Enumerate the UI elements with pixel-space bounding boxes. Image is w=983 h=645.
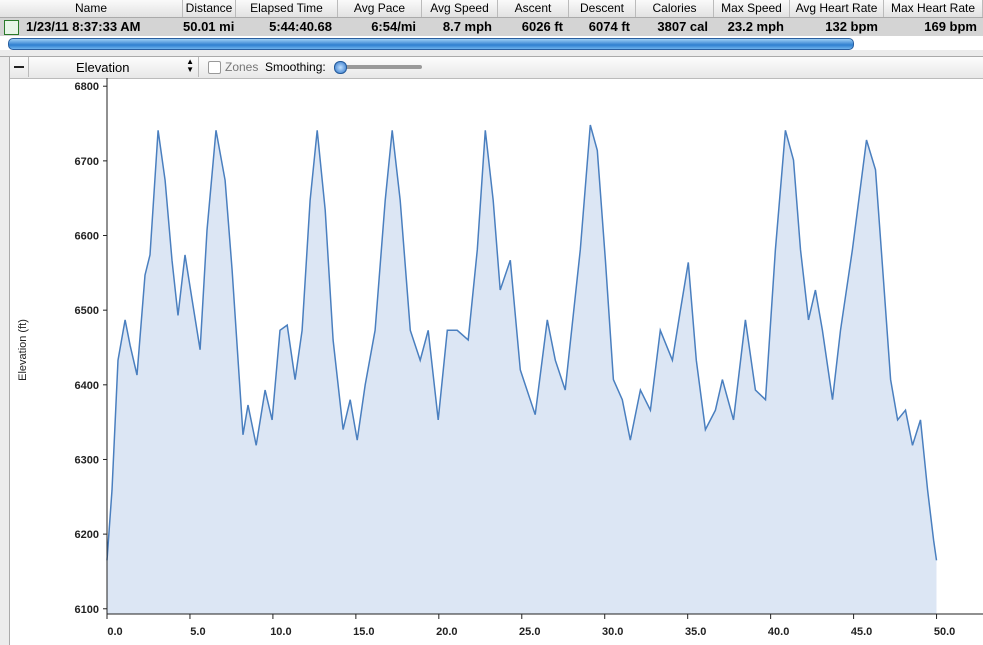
- column-header[interactable]: Name: [0, 0, 183, 17]
- table-cell: 6026 ft: [521, 19, 563, 34]
- workout-table: Name Distance Elapsed Time Avg Pace Avg Spee…: [0, 0, 983, 36]
- column-header[interactable]: Max Heart Rate: [884, 0, 983, 17]
- x-tick-label: 20.0: [436, 626, 457, 638]
- dropdown-arrows: ▲ ▼: [186, 57, 194, 74]
- table-cell: 1/23/11 8:37:33 AM: [26, 19, 141, 34]
- slider-knob[interactable]: [334, 61, 347, 74]
- y-tick-label: 6200: [75, 529, 99, 541]
- zones-checkbox[interactable]: [208, 61, 221, 74]
- y-tick-label: 6700: [75, 156, 99, 168]
- split-divider[interactable]: [0, 50, 983, 57]
- column-header[interactable]: Avg Speed: [422, 0, 498, 17]
- column-header[interactable]: Ascent: [498, 0, 569, 17]
- table-cell: 132 bpm: [825, 19, 878, 34]
- column-header[interactable]: Avg Pace: [338, 0, 422, 17]
- table-header: Name Distance Elapsed Time Avg Pace Avg Spee…: [0, 0, 983, 18]
- table-cell: 5:44:40.68: [269, 19, 332, 34]
- table-row[interactable]: 1/23/11 8:37:33 AM 50.01 mi 5:44:40.68 6:54…: [0, 18, 983, 36]
- column-header[interactable]: Distance: [183, 0, 236, 17]
- column-header[interactable]: Elapsed Time: [236, 0, 338, 17]
- smoothing-slider[interactable]: [336, 65, 422, 69]
- y-tick-label: 6300: [75, 454, 99, 466]
- elevation-area: [107, 125, 937, 614]
- x-tick-label: 30.0: [602, 626, 623, 638]
- y-tick-label: 6600: [75, 231, 99, 243]
- table-cell: 50.01 mi: [183, 19, 235, 34]
- smoothing-label: Smoothing:: [265, 60, 326, 74]
- collapse-button[interactable]: [10, 57, 29, 77]
- y-tick-label: 6500: [75, 305, 99, 317]
- chart-toolbar: Elevation ▲ ▼ Zones Smoothing:: [10, 57, 983, 79]
- graph-type-dropdown[interactable]: Elevation ▲ ▼: [30, 57, 199, 77]
- x-tick-label: 10.0: [270, 626, 291, 638]
- y-tick-label: 6100: [75, 604, 99, 616]
- table-cell: 6074 ft: [588, 19, 630, 34]
- activity-icon: [4, 20, 19, 35]
- x-tick-label: 40.0: [768, 626, 789, 638]
- column-header[interactable]: Avg Heart Rate: [790, 0, 884, 17]
- side-strip: [0, 57, 10, 645]
- x-tick-label: 0.0: [107, 626, 122, 638]
- x-tick-label: 25.0: [519, 626, 540, 638]
- table-cell: 8.7 mph: [442, 19, 492, 34]
- x-tick-label: 45.0: [851, 626, 872, 638]
- x-tick-label: 15.0: [353, 626, 374, 638]
- elevation-line: [106, 124, 938, 561]
- y-tick-label: 6800: [75, 81, 99, 93]
- x-tick-label: 5.0: [190, 626, 205, 638]
- column-header[interactable]: Max Speed: [714, 0, 790, 17]
- column-header[interactable]: Calories: [636, 0, 714, 17]
- y-axis-label: Elevation (ft): [17, 319, 29, 381]
- x-tick-label: 50.0: [934, 626, 955, 638]
- zones-label: Zones: [225, 60, 259, 74]
- column-header[interactable]: Descent: [569, 0, 636, 17]
- dropdown-label: Elevation: [76, 60, 130, 75]
- elevation-chart: Elevation (ft) 6100 6200 6300 6400 6500 6600 6…: [17, 78, 983, 638]
- y-tick-label: 6400: [75, 380, 99, 392]
- timeline-scrubber[interactable]: [8, 38, 854, 50]
- x-tick-label: 35.0: [685, 626, 706, 638]
- table-cell: 169 bpm: [924, 19, 977, 34]
- table-cell: 3807 cal: [657, 19, 708, 34]
- table-cell: 23.2 mph: [727, 19, 784, 34]
- table-cell: 6:54/mi: [371, 19, 416, 34]
